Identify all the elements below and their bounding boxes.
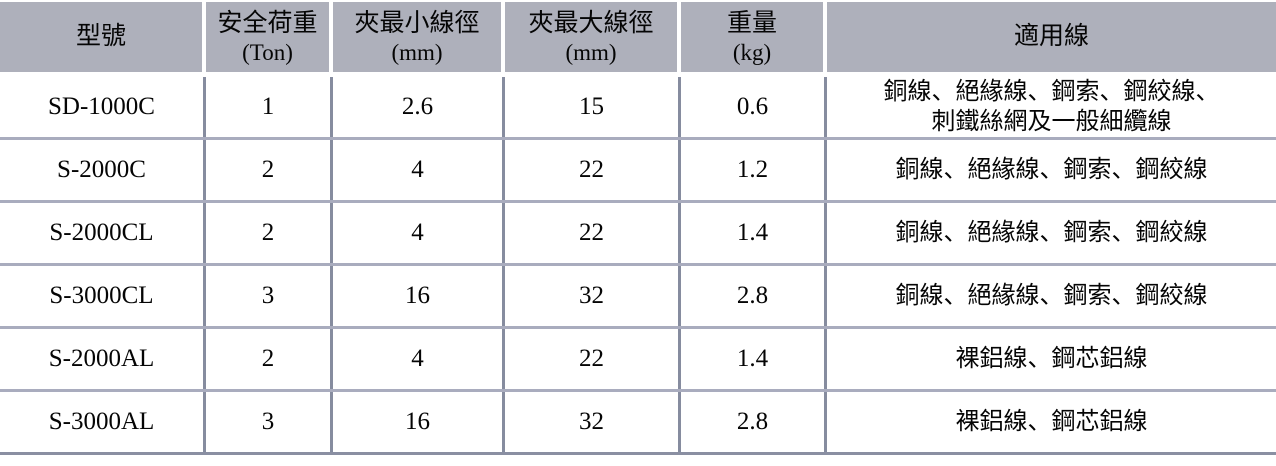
cell-max-diameter: 22 <box>505 140 681 200</box>
cell-weight: 0.6 <box>681 77 827 137</box>
column-header-max-diameter: 夾最大線徑 (mm) <box>505 2 681 72</box>
cell-min-diameter: 16 <box>333 266 505 326</box>
cell-applicable-wires: 裸鋁線、鋼芯鋁線 <box>827 392 1276 452</box>
column-header-unit: (Ton) <box>242 39 293 65</box>
table-row: S-2000AL 2 4 22 1.4 裸鋁線、鋼芯鋁線 <box>0 329 1276 392</box>
cell-max-diameter: 22 <box>505 203 681 263</box>
cell-max-diameter: 32 <box>505 392 681 452</box>
table-row: S-2000CL 2 4 22 1.4 銅線、絕緣線、鋼索、鋼絞線 <box>0 203 1276 266</box>
cell-applicable-wires: 銅線、絕緣線、鋼索、鋼絞線 <box>827 266 1276 326</box>
column-header-safe-load: 安全荷重 (Ton) <box>206 2 333 72</box>
table-row: S-3000AL 3 16 32 2.8 裸鋁線、鋼芯鋁線 <box>0 392 1276 452</box>
column-header-model: 型號 <box>0 2 206 72</box>
column-header-label: 重量 <box>726 9 777 37</box>
cell-model: SD-1000C <box>0 77 206 137</box>
column-header-label: 夾最小線徑 <box>354 9 480 37</box>
column-header-label: 型號 <box>75 23 126 50</box>
cell-model: S-2000CL <box>0 203 206 263</box>
cell-safe-load: 3 <box>206 392 333 452</box>
cell-model: S-3000AL <box>0 392 206 452</box>
cell-safe-load: 2 <box>206 140 333 200</box>
cell-weight: 1.2 <box>681 140 827 200</box>
column-header-label: 安全荷重 <box>217 9 318 37</box>
cell-min-diameter: 4 <box>333 140 505 200</box>
cell-weight: 1.4 <box>681 329 827 389</box>
cell-min-diameter: 16 <box>333 392 505 452</box>
column-header-unit: (mm) <box>565 39 617 65</box>
cell-weight: 2.8 <box>681 392 827 452</box>
wire-grip-spec-table: 型號 安全荷重 (Ton) 夾最小線徑 (mm) 夾最大線徑 (mm) 重量 (… <box>0 2 1276 455</box>
cell-max-diameter: 15 <box>505 77 681 137</box>
cell-applicable-wires: 裸鋁線、鋼芯鋁線 <box>827 329 1276 389</box>
column-header-min-diameter: 夾最小線徑 (mm) <box>333 2 505 72</box>
table-row: SD-1000C 1 2.6 15 0.6 銅線、絕緣線、鋼索、鋼絞線、 刺鐵絲… <box>0 77 1276 140</box>
column-header-applicable-wires: 適用線 <box>827 2 1276 72</box>
column-header-label: 適用線 <box>1013 23 1089 50</box>
cell-max-diameter: 22 <box>505 329 681 389</box>
cell-applicable-wires: 銅線、絕緣線、鋼索、鋼絞線、 刺鐵絲網及一般細纜線 <box>827 77 1276 137</box>
cell-model: S-2000C <box>0 140 206 200</box>
cell-weight: 1.4 <box>681 203 827 263</box>
cell-safe-load: 3 <box>206 266 333 326</box>
column-header-unit: (kg) <box>732 39 772 65</box>
table-header-row: 型號 安全荷重 (Ton) 夾最小線徑 (mm) 夾最大線徑 (mm) 重量 (… <box>0 2 1276 72</box>
table-row: S-2000C 2 4 22 1.2 銅線、絕緣線、鋼索、鋼絞線 <box>0 140 1276 203</box>
cell-applicable-wires: 銅線、絕緣線、鋼索、鋼絞線 <box>827 140 1276 200</box>
cell-safe-load: 2 <box>206 329 333 389</box>
column-header-unit: (mm) <box>391 39 443 65</box>
table-row: S-3000CL 3 16 32 2.8 銅線、絕緣線、鋼索、鋼絞線 <box>0 266 1276 329</box>
column-header-label: 夾最大線徑 <box>528 9 654 37</box>
cell-model: S-2000AL <box>0 329 206 389</box>
cell-safe-load: 2 <box>206 203 333 263</box>
wires-line-1: 銅線、絕緣線、鋼索、鋼絞線、 <box>883 79 1220 105</box>
wires-line-1: 裸鋁線、鋼芯鋁線 <box>955 346 1148 372</box>
cell-weight: 2.8 <box>681 266 827 326</box>
wires-line-2: 刺鐵絲網及一般細纜線 <box>931 109 1172 135</box>
cell-min-diameter: 4 <box>333 329 505 389</box>
cell-min-diameter: 2.6 <box>333 77 505 137</box>
column-header-weight: 重量 (kg) <box>681 2 827 72</box>
cell-min-diameter: 4 <box>333 203 505 263</box>
wires-line-1: 銅線、絕緣線、鋼索、鋼絞線 <box>895 157 1208 183</box>
table-body: SD-1000C 1 2.6 15 0.6 銅線、絕緣線、鋼索、鋼絞線、 刺鐵絲… <box>0 77 1276 455</box>
wires-line-1: 裸鋁線、鋼芯鋁線 <box>955 409 1148 435</box>
cell-safe-load: 1 <box>206 77 333 137</box>
cell-max-diameter: 32 <box>505 266 681 326</box>
wires-line-1: 銅線、絕緣線、鋼索、鋼絞線 <box>895 220 1208 246</box>
cell-model: S-3000CL <box>0 266 206 326</box>
wires-line-1: 銅線、絕緣線、鋼索、鋼絞線 <box>895 283 1208 309</box>
cell-applicable-wires: 銅線、絕緣線、鋼索、鋼絞線 <box>827 203 1276 263</box>
